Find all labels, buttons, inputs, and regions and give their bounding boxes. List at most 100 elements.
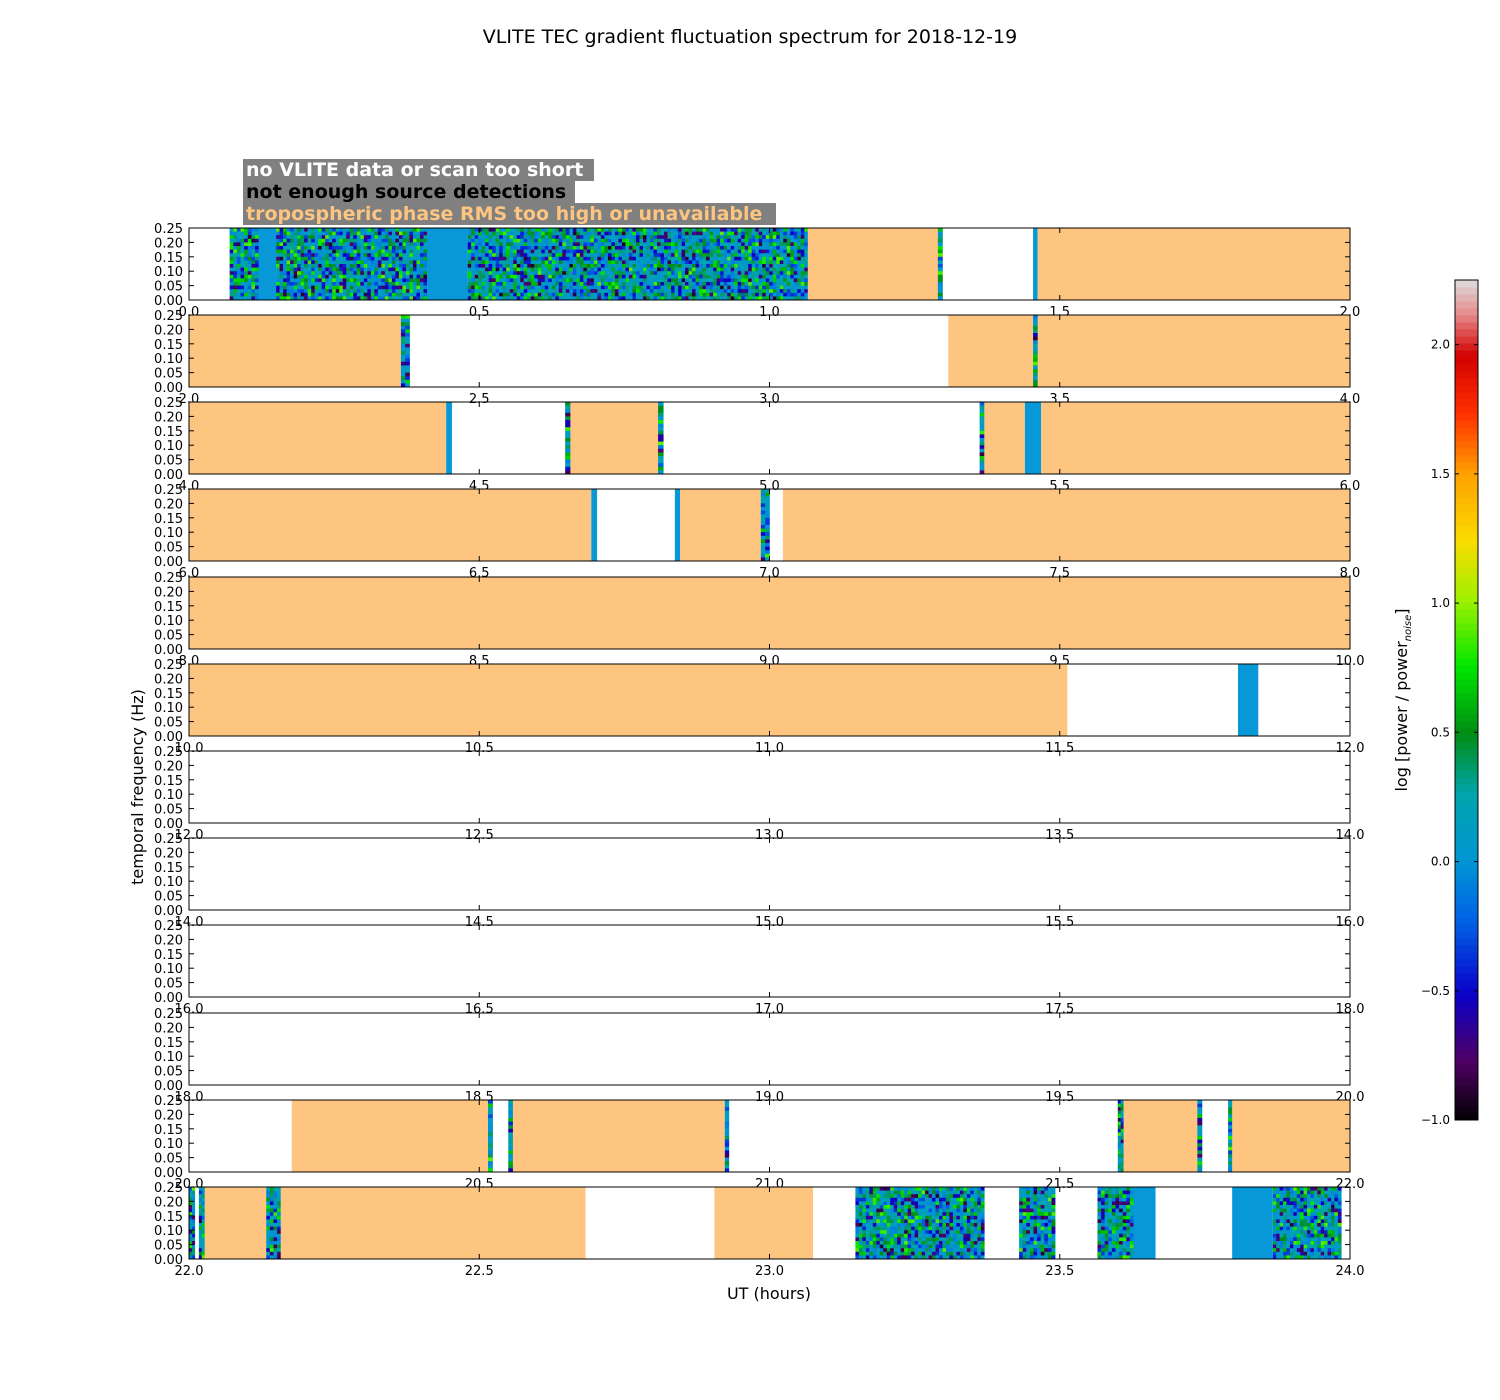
x-axis-label: UT (hours) — [727, 1284, 811, 1303]
y-tick-label: 0.10 — [154, 1137, 183, 1152]
x-tick-label: 22.0 — [1336, 1177, 1365, 1192]
y-tick-label: 0.05 — [154, 629, 183, 644]
colorbar-tick-label: −0.5 — [1421, 984, 1450, 998]
segment-troposphere — [680, 489, 761, 561]
y-tick-label: 0.05 — [154, 367, 183, 382]
y-tick-label: 0.00 — [154, 1253, 183, 1268]
y-tick-label: 0.25 — [154, 919, 183, 934]
panel-1: 0.000.050.100.150.200.250.0 0.5 1.0 1.5 2.0 — [154, 222, 1360, 320]
segment-flat — [1033, 228, 1038, 300]
y-tick-label: 0.00 — [154, 555, 183, 570]
x-tick-label: 13.5 — [1045, 828, 1074, 843]
y-tick-label: 0.00 — [154, 643, 183, 658]
y-tick-label: 0.15 — [154, 512, 183, 527]
legend-label: no VLITE data or scan too short — [246, 159, 583, 181]
y-tick-label: 0.05 — [154, 541, 183, 556]
y-tick-label: 0.20 — [154, 497, 183, 512]
x-tick-label: 12.0 — [175, 828, 204, 843]
segment-flat — [446, 402, 452, 474]
legend-label: tropospheric phase RMS too high or unava… — [246, 203, 762, 225]
y-tick-label: 0.15 — [154, 1123, 183, 1138]
y-tick-label: 0.00 — [154, 817, 183, 832]
segment-spectrum — [508, 1100, 514, 1173]
legend-box-2 — [243, 203, 776, 225]
y-tick-label: 0.20 — [154, 323, 183, 338]
colorbar-tick-label: −1.0 — [1421, 1113, 1450, 1127]
y-tick-label: 0.25 — [154, 1094, 183, 1109]
segment-flat — [674, 489, 681, 561]
x-tick-label: 22.0 — [175, 1264, 204, 1279]
segment-spectrum — [198, 1187, 205, 1260]
x-tick-label: 16.0 — [1336, 915, 1365, 930]
segment-troposphere — [1041, 402, 1350, 474]
segment-troposphere — [714, 1187, 814, 1259]
x-tick-label: 22.5 — [465, 1264, 494, 1279]
x-tick-label: 20.0 — [175, 1177, 204, 1192]
segment-flat — [1133, 1187, 1156, 1259]
y-tick-label: 0.15 — [154, 774, 183, 789]
panel-6: 0.000.050.100.150.200.25 10.0 10.5 11.0 11.5… — [154, 658, 1364, 756]
x-tick-label: 12.0 — [1336, 741, 1365, 756]
segment-spectrum — [658, 402, 664, 475]
y-tick-label: 0.00 — [154, 294, 183, 309]
y-tick-label: 0.10 — [154, 788, 183, 803]
segment-spectrum — [979, 402, 985, 475]
y-tick-label: 0.05 — [154, 977, 183, 992]
y-tick-label: 0.25 — [154, 571, 183, 586]
colorbar-tick-label: 1.5 — [1431, 467, 1450, 481]
segment-troposphere — [1232, 1100, 1350, 1172]
panel-8: 0.000.050.100.150.200.25 14.0 14.5 15.0 15.5… — [154, 832, 1364, 930]
y-tick-label: 0.20 — [154, 1108, 183, 1123]
y-tick-label: 0.10 — [154, 1224, 183, 1239]
x-tick-label: 13.0 — [755, 828, 784, 843]
segment-spectrum — [724, 1100, 730, 1173]
y-tick-label: 0.05 — [154, 1152, 183, 1167]
y-tick-label: 0.25 — [154, 396, 183, 411]
x-tick-label: 10.0 — [1336, 654, 1365, 669]
segment-spectrum — [760, 489, 770, 562]
y-tick-label: 0.15 — [154, 861, 183, 876]
segment-spectrum — [229, 228, 259, 301]
panel-5: 0.000.050.100.150.200.258.0 8.5 9.0 9.5 10.0 — [154, 571, 1364, 669]
y-tick-label: 0.25 — [154, 658, 183, 673]
segment-spectrum — [565, 402, 571, 475]
x-tick-label: 10.5 — [465, 741, 494, 756]
segment-troposphere — [512, 1100, 725, 1172]
y-tick-label: 0.20 — [154, 585, 183, 600]
y-tick-label: 0.15 — [154, 338, 183, 353]
segment-troposphere — [807, 228, 938, 300]
x-tick-label: 15.5 — [1045, 915, 1074, 930]
segment-troposphere — [1037, 228, 1350, 300]
segment-spectrum — [1272, 1187, 1342, 1260]
segment-spectrum — [1197, 1100, 1203, 1173]
segment-spectrum — [467, 228, 809, 301]
x-tick-label: 1.0 — [759, 305, 780, 320]
segment-troposphere — [189, 315, 401, 387]
y-tick-label: 0.25 — [154, 309, 183, 324]
segment-flat — [1024, 402, 1042, 474]
segment-flat — [427, 228, 468, 300]
y-tick-label: 0.25 — [154, 1181, 183, 1196]
segment-spectrum — [487, 1100, 493, 1173]
colorbar-frame — [1454, 279, 1479, 1121]
y-tick-label: 0.00 — [154, 904, 183, 919]
segment-spectrum — [276, 228, 428, 301]
x-tick-label: 19.0 — [755, 1090, 784, 1105]
colorbar-tick-label: 0.0 — [1431, 855, 1450, 869]
segment-troposphere — [189, 664, 1068, 736]
y-tick-label: 0.15 — [154, 1036, 183, 1051]
y-tick-label: 0.10 — [154, 526, 183, 541]
segment-flat — [1237, 664, 1259, 736]
y-tick-label: 0.20 — [154, 672, 183, 687]
panel-frame — [188, 837, 1351, 911]
y-tick-label: 0.05 — [154, 1065, 183, 1080]
x-tick-label: 14.5 — [465, 915, 494, 930]
y-tick-label: 0.05 — [154, 1239, 183, 1254]
x-tick-label: 0.5 — [469, 305, 490, 320]
y-tick-label: 0.05 — [154, 280, 183, 295]
segment-spectrum — [189, 1187, 196, 1260]
segment-troposphere — [948, 315, 1034, 387]
